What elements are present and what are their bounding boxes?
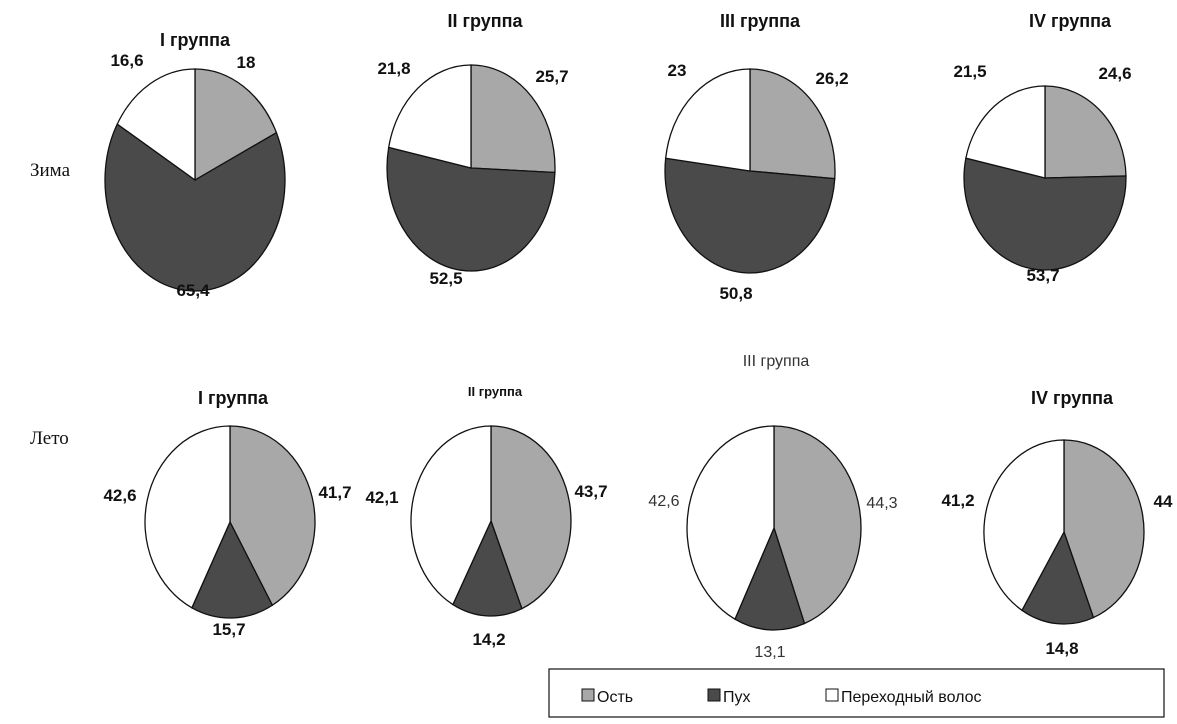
- pie-summer-1: I группа 41,7 15,7 42,6: [103, 388, 351, 639]
- pie-winter-2: II группа 25,7 52,5 21,8: [377, 11, 568, 288]
- row-label-winter: Зима: [30, 160, 71, 181]
- pie-slice-ost: [194, 68, 278, 182]
- data-label-ost: 41,7: [318, 483, 351, 502]
- pie-slice-pukh: [452, 519, 523, 617]
- data-label-ost: 18: [237, 53, 256, 72]
- data-label-pukh: 52,5: [429, 269, 462, 288]
- pie-title: I группа: [160, 30, 231, 50]
- legend-box: [548, 668, 1165, 718]
- pie-slice-transitional: [664, 68, 751, 172]
- data-label-pukh: 14,2: [472, 630, 505, 649]
- pie-title: II группа: [468, 384, 523, 399]
- pie-slice-ost: [773, 425, 862, 625]
- data-label-ost: 44: [1154, 492, 1173, 511]
- data-label-transitional: 21,8: [377, 59, 410, 78]
- pie-summer-2: II группа 43,7 14,2 42,1: [365, 384, 607, 649]
- data-label-ost: 25,7: [535, 67, 568, 86]
- data-label-pukh: 13,1: [754, 644, 785, 661]
- pie-title: III группа: [720, 11, 801, 31]
- pie-slice-ost: [229, 425, 316, 607]
- pie-slice-transitional: [410, 425, 492, 606]
- data-label-pukh: 65,4: [176, 281, 210, 300]
- pie-slice-transitional: [387, 64, 472, 169]
- pie-slice-pukh: [734, 526, 806, 631]
- data-label-ost: 24,6: [1098, 64, 1131, 83]
- data-label-transitional: 21,5: [953, 62, 986, 81]
- pie-slice-transitional: [116, 68, 196, 182]
- pie-slice-ost: [470, 64, 556, 174]
- pie-slice-pukh: [664, 157, 836, 274]
- data-label-transitional: 16,6: [110, 51, 143, 70]
- pie-winter-1: I группа 18 65,4 16,6: [104, 30, 286, 300]
- legend-swatch-ost: [581, 688, 595, 702]
- pie-slice-pukh: [963, 157, 1127, 271]
- pie-slice-pukh: [1021, 530, 1095, 625]
- data-label-ost: 44,3: [866, 495, 897, 512]
- pie-winter-4: IV группа 24,6 53,7 21,5: [953, 11, 1131, 285]
- pie-slice-ost: [1063, 439, 1145, 619]
- pie-slice-transitional: [965, 85, 1046, 179]
- pie-title: I группа: [198, 388, 269, 408]
- legend-swatch-pukh: [707, 688, 721, 702]
- pie-summer-4: IV группа 44 14,8 41,2: [941, 388, 1173, 658]
- pie-slice-transitional: [983, 439, 1065, 612]
- legend-label-transitional: Переходный волос: [841, 689, 982, 706]
- pie-slice-pukh: [386, 146, 556, 272]
- data-label-pukh: 14,8: [1045, 639, 1078, 658]
- legend-label-ost: Ость: [597, 689, 633, 706]
- pie-summer-3: III группа 44,3 13,1 42,6: [648, 353, 897, 661]
- pie-slice-transitional: [144, 425, 231, 609]
- pie-title: IV группа: [1029, 11, 1112, 31]
- pie-slice-transitional: [686, 425, 775, 621]
- data-label-transitional: 42,1: [365, 488, 398, 507]
- legend: Ость Пух Переходный волос: [548, 668, 1165, 718]
- pie-slice-ost: [490, 425, 572, 610]
- pie-title: III группа: [743, 353, 810, 370]
- data-label-ost: 43,7: [574, 482, 607, 501]
- pie-title: IV группа: [1031, 388, 1114, 408]
- data-label-pukh: 15,7: [212, 620, 245, 639]
- pie-title: II группа: [447, 11, 523, 31]
- pie-slice-ost: [1044, 85, 1127, 179]
- data-label-pukh: 50,8: [719, 284, 752, 303]
- legend-swatch-transitional: [825, 688, 839, 702]
- row-label-summer: Лето: [30, 428, 69, 449]
- pie-slice-pukh: [191, 520, 274, 619]
- pie-slice-ost: [749, 68, 836, 180]
- pie-winter-3: III группа 26,2 50,8 23: [664, 11, 849, 303]
- pie-slice-pukh: [104, 123, 286, 292]
- data-label-transitional: 42,6: [103, 486, 136, 505]
- data-label-transitional: 42,6: [648, 493, 679, 510]
- data-label-pukh: 53,7: [1026, 266, 1059, 285]
- data-label-transitional: 41,2: [941, 491, 974, 510]
- legend-label-pukh: Пух: [723, 689, 751, 706]
- data-label-transitional: 23: [668, 61, 687, 80]
- data-label-ost: 26,2: [815, 69, 848, 88]
